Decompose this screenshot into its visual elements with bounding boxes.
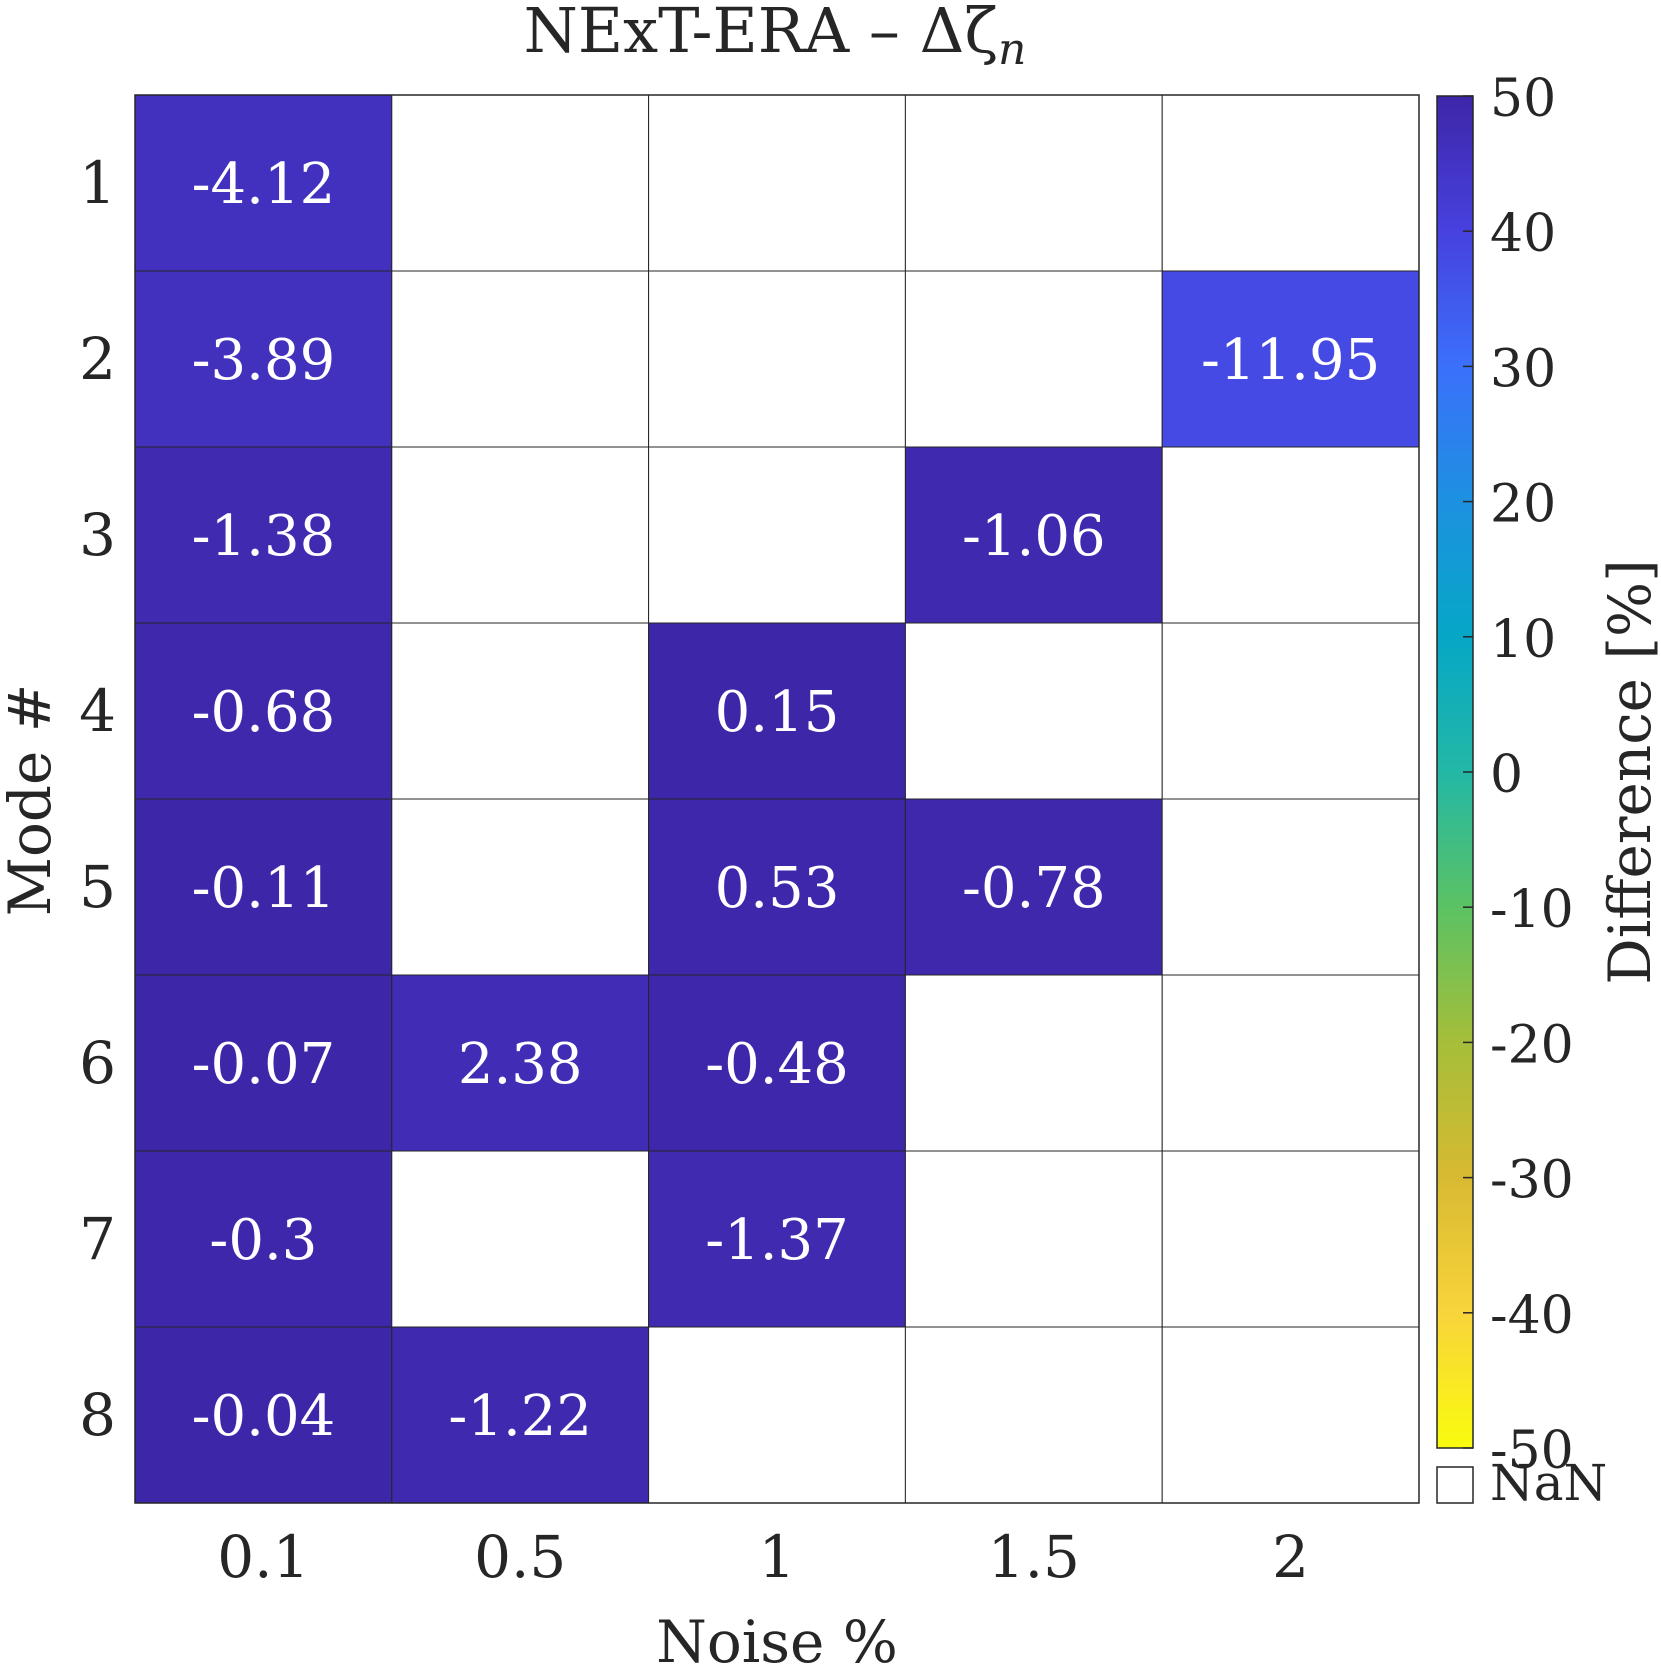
heatmap-cell-r3-c5 bbox=[1161, 446, 1420, 624]
chart-title-subscript: n bbox=[998, 24, 1026, 75]
cell-label-r5-c4: -0.78 bbox=[962, 856, 1106, 921]
x-tick-label: 1.5 bbox=[988, 1523, 1080, 1591]
heatmap-cell-labels: -4.12 -3.89 -11.95 -1.38 -1.06 -0.68 0.15 -0.11… bbox=[192, 152, 1381, 1449]
heatmap-cell-r3-c3 bbox=[648, 446, 906, 624]
colorbar-tick-label: 0 bbox=[1490, 745, 1523, 805]
heatmap-cell-r3-c2 bbox=[391, 446, 650, 624]
heatmap-cell-r4-c4 bbox=[904, 622, 1163, 800]
heatmap-cell-r2-c1 bbox=[134, 270, 393, 448]
x-tick-label: 1 bbox=[759, 1523, 796, 1591]
colorbar-tick-label: -10 bbox=[1490, 880, 1574, 940]
colorbar-tick-label: 10 bbox=[1490, 610, 1556, 670]
heatmap-cell-r7-c2 bbox=[391, 1150, 650, 1328]
heatmap-cell-r8-c5 bbox=[1161, 1326, 1420, 1504]
heatmap-cell-r8-c3 bbox=[648, 1326, 906, 1504]
colorbar-tick-label: -40 bbox=[1490, 1286, 1574, 1346]
cell-label-r4-c1: -0.68 bbox=[192, 680, 336, 745]
chart-title-main: NExT-ERA – Δζ bbox=[524, 0, 998, 67]
nan-swatch bbox=[1436, 1466, 1474, 1504]
y-tick-label: 3 bbox=[79, 501, 116, 569]
cell-label-r1-c1: -4.12 bbox=[192, 152, 336, 217]
y-tick-label: 7 bbox=[79, 1205, 116, 1273]
y-tick-label: 4 bbox=[79, 677, 116, 745]
cell-label-r7-c3: -1.37 bbox=[705, 1208, 849, 1273]
heatmap-cell-r4-c5 bbox=[1161, 622, 1420, 800]
colorbar-tick-label: 20 bbox=[1490, 475, 1556, 535]
colorbar-tick-label: 30 bbox=[1490, 339, 1556, 399]
colorbar-tick-label: -50 bbox=[1490, 1421, 1574, 1481]
colorbar-tick-label: -30 bbox=[1490, 1151, 1574, 1211]
cell-label-r8-c1: -0.04 bbox=[192, 1384, 336, 1449]
cell-label-r5-c3: 0.53 bbox=[715, 856, 840, 921]
heatmap-cell-r4-c1 bbox=[134, 622, 393, 800]
colorbar-tick-label: -20 bbox=[1490, 1015, 1574, 1075]
cell-label-r6-c1: -0.07 bbox=[192, 1032, 336, 1097]
cell-label-r8-c2: -1.22 bbox=[448, 1384, 592, 1449]
heatmap-cell-r6-c3 bbox=[648, 974, 906, 1152]
heatmap-cell-r7-c3 bbox=[648, 1150, 906, 1328]
heatmap-cell-r2-c2 bbox=[391, 270, 650, 448]
y-tick-label: 5 bbox=[79, 853, 116, 921]
cell-label-r7-c1: -0.3 bbox=[209, 1208, 317, 1273]
heatmap-cell-r8-c4 bbox=[904, 1326, 1163, 1504]
y-tick-label: 1 bbox=[79, 149, 116, 217]
heatmap-cell-r4-c2 bbox=[391, 622, 650, 800]
y-axis-ticks: 1 2 3 4 5 6 7 8 bbox=[79, 149, 116, 1449]
heatmap-cell-r7-c1 bbox=[134, 1150, 393, 1328]
cell-label-r6-c2: 2.38 bbox=[458, 1032, 583, 1097]
heatmap-cell-r3-c4 bbox=[904, 446, 1163, 624]
cell-label-r2-c5: -11.95 bbox=[1201, 328, 1380, 393]
x-axis-label: Noise % bbox=[656, 1608, 898, 1670]
heatmap-cell-r5-c1 bbox=[134, 798, 393, 976]
heatmap-cell-r1-c4 bbox=[904, 94, 1163, 272]
plot-frame bbox=[134, 94, 1420, 1504]
heatmap-cell-r6-c4 bbox=[904, 974, 1163, 1152]
heatmap-cell-r2-c5 bbox=[1161, 270, 1420, 448]
cell-label-r5-c1: -0.11 bbox=[192, 856, 336, 921]
colorbar-ticks: 50 40 30 20 10 0 -10 -20 -30 -40 -50 bbox=[1463, 69, 1574, 1481]
heatmap-cell-r7-c5 bbox=[1161, 1150, 1420, 1328]
cell-label-r6-c3: -0.48 bbox=[705, 1032, 849, 1097]
cell-label-r2-c1: -3.89 bbox=[192, 328, 336, 393]
heatmap-cell-r1-c2 bbox=[391, 94, 650, 272]
chart-title: NExT-ERA – Δζn bbox=[524, 0, 1027, 75]
colorbar-tick-label: 50 bbox=[1490, 69, 1556, 129]
heatmap-cell-r1-c1 bbox=[134, 94, 393, 272]
heatmap-cell-r7-c4 bbox=[904, 1150, 1163, 1328]
heatmap-cells bbox=[134, 94, 1420, 1504]
colorbar-label: Difference [%] bbox=[1596, 559, 1661, 985]
y-tick-label: 2 bbox=[79, 325, 116, 393]
y-tick-label: 6 bbox=[79, 1029, 116, 1097]
x-tick-label: 2 bbox=[1272, 1523, 1309, 1591]
nan-label: NaN bbox=[1490, 1454, 1607, 1512]
colorbar-tick-label: 40 bbox=[1490, 204, 1556, 264]
heatmap-cell-r5-c2 bbox=[391, 798, 650, 976]
x-tick-label: 0.1 bbox=[217, 1523, 309, 1591]
heatmap-cell-r6-c2 bbox=[391, 974, 650, 1152]
heatmap-cell-r5-c5 bbox=[1161, 798, 1420, 976]
heatmap-cell-r6-c5 bbox=[1161, 974, 1420, 1152]
x-axis-ticks: 0.1 0.5 1 1.5 2 bbox=[217, 1523, 1309, 1591]
heatmap-cell-r4-c3 bbox=[648, 622, 906, 800]
cell-label-r4-c3: 0.15 bbox=[715, 680, 840, 745]
x-tick-label: 0.5 bbox=[474, 1523, 566, 1591]
y-axis-label: Mode # bbox=[0, 684, 64, 917]
heatmap-cell-r1-c3 bbox=[648, 94, 906, 272]
cell-label-r3-c1: -1.38 bbox=[192, 504, 336, 569]
heatmap-cell-r2-c3 bbox=[648, 270, 906, 448]
heatmap-cell-r2-c4 bbox=[904, 270, 1163, 448]
heatmap-cell-r8-c2 bbox=[391, 1326, 650, 1504]
heatmap-cell-r5-c4 bbox=[904, 798, 1163, 976]
cell-label-r3-c4: -1.06 bbox=[962, 504, 1106, 569]
heatmap-cell-r1-c5 bbox=[1161, 94, 1420, 272]
heatmap-cell-r3-c1 bbox=[134, 446, 393, 624]
y-tick-label: 8 bbox=[79, 1381, 116, 1449]
